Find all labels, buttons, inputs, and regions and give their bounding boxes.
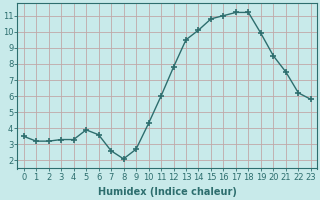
X-axis label: Humidex (Indice chaleur): Humidex (Indice chaleur) [98, 187, 237, 197]
